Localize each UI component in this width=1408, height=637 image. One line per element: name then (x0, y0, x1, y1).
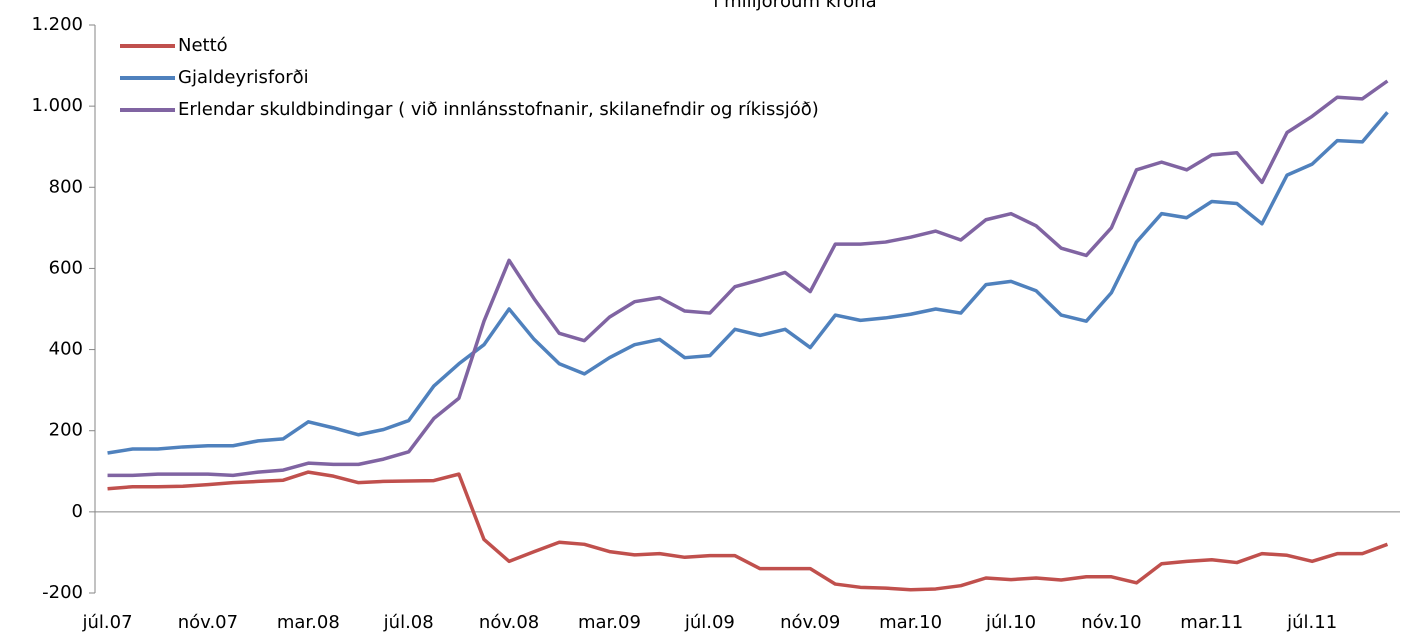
x-tick-label: nóv.09 (780, 612, 840, 633)
series-line (107, 79, 1389, 478)
y-tick-label: 200 (49, 420, 83, 441)
y-tick-label: 1.000 (31, 95, 83, 116)
x-tick-label: mar.09 (578, 612, 641, 633)
x-tick-label: nóv.07 (178, 612, 238, 633)
series-line (107, 470, 1389, 592)
x-tick-label: mar.10 (879, 612, 942, 633)
x-tick-label: júl.08 (383, 612, 434, 633)
y-tick-label: -200 (42, 582, 83, 603)
x-tick-label: júl.09 (684, 612, 735, 633)
x-tick-label: júl.10 (985, 612, 1036, 633)
y-tick-label: 400 (49, 339, 83, 360)
legend-label: Erlendar skuldbindingar ( við innlánssto… (178, 99, 819, 120)
y-tick-label: 800 (49, 176, 83, 197)
x-tick-label: nóv.08 (479, 612, 539, 633)
y-tick-label: 0 (72, 501, 83, 522)
y-tick-label: 600 (49, 257, 83, 278)
legend-label: Gjaldeyrisforði (178, 67, 309, 88)
x-tick-label: mar.08 (277, 612, 340, 633)
x-tick-label: nóv.10 (1081, 612, 1141, 633)
legend-label: Nettó (178, 35, 228, 56)
x-tick-label: mar.11 (1180, 612, 1243, 633)
series-line (107, 111, 1389, 455)
chart-title: í milljörðum króna (713, 0, 876, 12)
y-tick-label: 1.200 (31, 14, 83, 35)
x-tick-label: júl.07 (82, 612, 133, 633)
x-tick-label: júl.11 (1286, 612, 1337, 633)
